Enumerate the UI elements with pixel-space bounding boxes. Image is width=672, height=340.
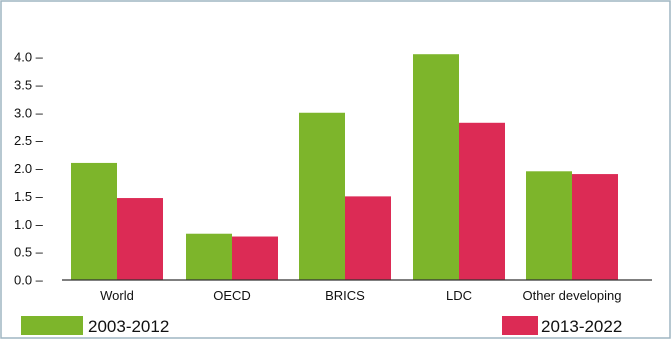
y-tick-label: 1.5 – — [14, 189, 44, 204]
legend: 2003-2012 2013-2022 — [21, 316, 622, 336]
bar-oecd-series-2 — [232, 236, 278, 280]
legend-swatch — [502, 316, 538, 335]
bar-world-series-1 — [71, 162, 117, 280]
bar-brics-series-1 — [299, 112, 345, 280]
y-tick-label: 0.0 – — [14, 273, 44, 288]
x-tick-label: LDC — [446, 288, 472, 303]
x-tick-label: Other developing — [522, 288, 621, 303]
y-tick-label: 4.0 – — [14, 50, 44, 65]
x-tick-label: BRICS — [325, 288, 365, 303]
y-tick-label: 2.0 – — [14, 161, 44, 176]
y-tick-label: 1.0 – — [14, 217, 44, 232]
bar-other-developing-series-2 — [572, 174, 618, 280]
legend-label: 2003-2012 — [88, 317, 169, 336]
bar-world-series-2 — [117, 198, 163, 280]
y-tick-label: 3.5 – — [14, 77, 44, 92]
legend-label: 2013-2022 — [541, 317, 622, 336]
bar-oecd-series-1 — [186, 233, 232, 280]
bar-ldc-series-2 — [459, 122, 505, 280]
bar-other-developing-series-1 — [526, 171, 572, 280]
x-tick-label: World — [100, 288, 134, 303]
x-axis: World OECD BRICS LDC Other developing — [62, 279, 652, 303]
bars — [71, 54, 618, 281]
y-tick-label: 3.0 – — [14, 105, 44, 120]
legend-swatch — [21, 316, 83, 335]
y-tick-label: 0.5 – — [14, 245, 44, 260]
bar-brics-series-2 — [345, 196, 391, 280]
bar-ldc-series-1 — [413, 54, 459, 281]
y-tick-label: 2.5 – — [14, 133, 44, 148]
x-tick-label: OECD — [213, 288, 251, 303]
y-axis: 0.0 – 0.5 – 1.0 – 1.5 – 2.0 – 2.5 – 3.0 – 3.5 –… — [14, 50, 44, 288]
